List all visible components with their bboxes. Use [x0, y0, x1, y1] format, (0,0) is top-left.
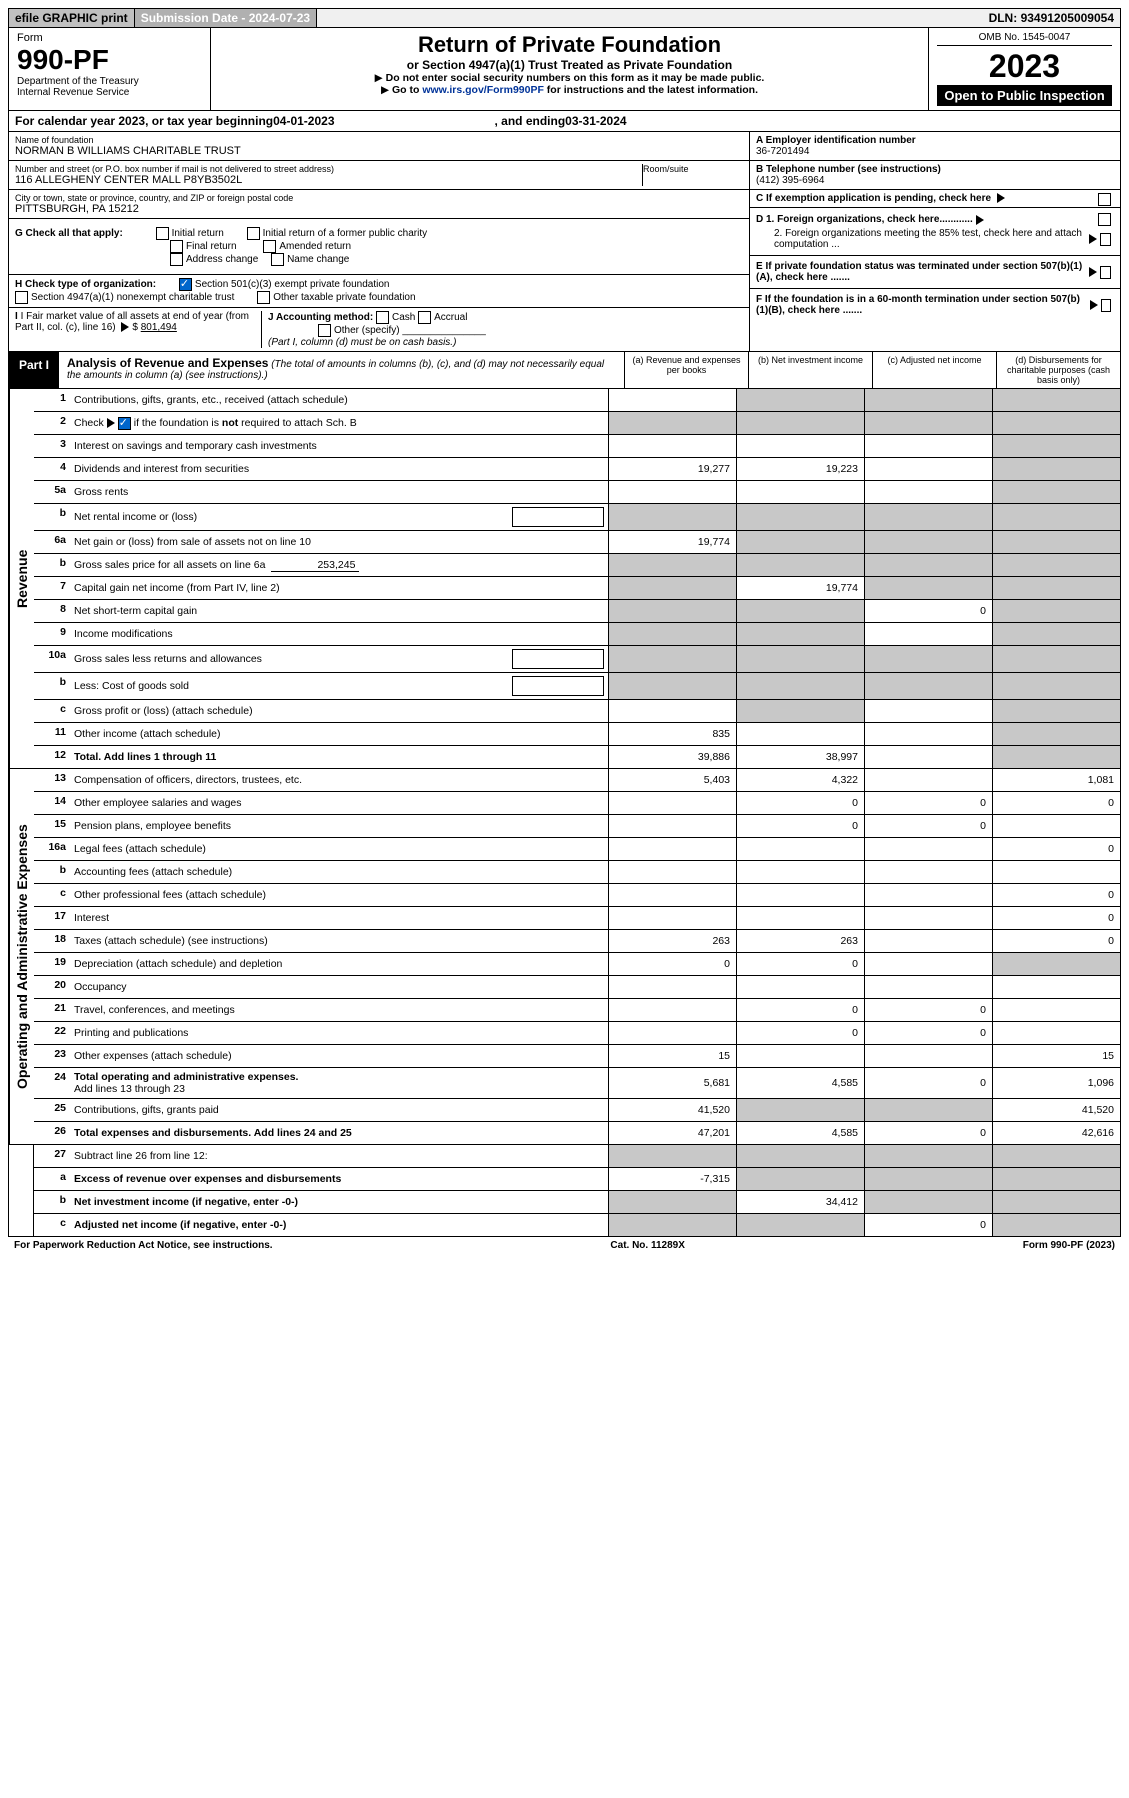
- arrow-icon: [976, 215, 984, 225]
- instructions-link[interactable]: www.irs.gov/Form990PF: [422, 84, 544, 96]
- revenue-table: Revenue 1Contributions, gifts, grants, e…: [8, 389, 1121, 769]
- submission-date: Submission Date - 2024-07-23: [135, 9, 317, 27]
- page-footer: For Paperwork Reduction Act Notice, see …: [8, 1237, 1121, 1254]
- initial-former-checkbox[interactable]: [247, 227, 260, 240]
- inline-box: [512, 676, 604, 696]
- form-subtitle: or Section 4947(a)(1) Trust Treated as P…: [219, 58, 920, 72]
- arrow-icon: [1089, 234, 1097, 244]
- other-taxable-checkbox[interactable]: [257, 291, 270, 304]
- col-c-head: (c) Adjusted net income: [872, 352, 996, 388]
- city-cell: City or town, state or province, country…: [9, 190, 749, 219]
- address-row: Number and street (or P.O. box number if…: [9, 161, 749, 190]
- schb-checkbox[interactable]: [118, 417, 131, 430]
- c-checkbox[interactable]: [1098, 193, 1111, 206]
- d1-checkbox[interactable]: [1098, 213, 1111, 226]
- d2-checkbox[interactable]: [1100, 233, 1111, 246]
- info-grid: Name of foundation NORMAN B WILLIAMS CHA…: [8, 132, 1121, 352]
- d-cell: D 1. Foreign organizations, check here..…: [750, 208, 1120, 256]
- col-b-head: (b) Net investment income: [748, 352, 872, 388]
- footer-mid: Cat. No. 11289X: [610, 1240, 684, 1251]
- tax-year: 2023: [937, 48, 1112, 85]
- omb-no: OMB No. 1545-0047: [937, 32, 1112, 46]
- revenue-side-label: Revenue: [9, 389, 34, 768]
- e-cell: E If private foundation status was termi…: [750, 256, 1120, 289]
- dln: DLN: 93491205009054: [983, 9, 1120, 27]
- arrow-icon: [121, 322, 129, 332]
- header-right: OMB No. 1545-0047 2023 Open to Public In…: [929, 28, 1120, 110]
- final-return-checkbox[interactable]: [170, 240, 183, 253]
- line27-table: 27Subtract line 26 from line 12: aExcess…: [8, 1145, 1121, 1237]
- foundation-name-cell: Name of foundation NORMAN B WILLIAMS CHA…: [9, 132, 749, 161]
- arrow-icon: [1089, 267, 1097, 277]
- part1-header: Part I Analysis of Revenue and Expenses …: [8, 352, 1121, 389]
- other-method-checkbox[interactable]: [318, 324, 331, 337]
- col-d-head: (d) Disbursements for charitable purpose…: [996, 352, 1120, 388]
- name-change-checkbox[interactable]: [271, 253, 284, 266]
- calendar-year-row: For calendar year 2023, or tax year begi…: [8, 111, 1121, 132]
- accrual-checkbox[interactable]: [418, 311, 431, 324]
- inline-box: [512, 649, 604, 669]
- footer-left: For Paperwork Reduction Act Notice, see …: [14, 1240, 273, 1251]
- info-left: Name of foundation NORMAN B WILLIAMS CHA…: [9, 132, 750, 351]
- part-label: Part I: [9, 352, 59, 388]
- info-right: A Employer identification number 36-7201…: [750, 132, 1120, 351]
- form-title: Return of Private Foundation: [219, 32, 920, 58]
- footer-right: Form 990-PF (2023): [1023, 1240, 1115, 1251]
- opex-side-label: Operating and Administrative Expenses: [9, 769, 34, 1144]
- amended-return-checkbox[interactable]: [263, 240, 276, 253]
- initial-return-checkbox[interactable]: [156, 227, 169, 240]
- top-bar: efile GRAPHIC print Submission Date - 20…: [8, 8, 1121, 28]
- arrow-icon: [1090, 300, 1098, 310]
- form-header: Form 990-PF Department of the Treasury I…: [8, 28, 1121, 111]
- inline-box: [512, 507, 604, 527]
- f-cell: F If the foundation is in a 60-month ter…: [750, 289, 1120, 321]
- form-number: 990-PF: [17, 44, 202, 76]
- header-mid: Return of Private Foundation or Section …: [211, 28, 929, 110]
- arrow-icon: [997, 193, 1005, 203]
- c-cell: C If exemption application is pending, c…: [750, 190, 1120, 208]
- part-desc: Analysis of Revenue and Expenses (The to…: [59, 352, 624, 388]
- h-section: H Check type of organization: Section 50…: [9, 275, 749, 308]
- 4947-checkbox[interactable]: [15, 291, 28, 304]
- dept-treasury: Department of the Treasury Internal Reve…: [17, 76, 202, 98]
- efile-label: efile GRAPHIC print: [9, 9, 135, 27]
- ein-cell: A Employer identification number 36-7201…: [750, 132, 1120, 161]
- col-a-head: (a) Revenue and expenses per books: [624, 352, 748, 388]
- cash-checkbox[interactable]: [376, 311, 389, 324]
- g-section: G Check all that apply: Initial return I…: [9, 219, 749, 275]
- address-change-checkbox[interactable]: [170, 253, 183, 266]
- tel-cell: B Telephone number (see instructions) (4…: [750, 161, 1120, 190]
- e-checkbox[interactable]: [1100, 266, 1111, 279]
- header-left: Form 990-PF Department of the Treasury I…: [9, 28, 211, 110]
- opex-table: Operating and Administrative Expenses 13…: [8, 769, 1121, 1145]
- open-public: Open to Public Inspection: [937, 85, 1112, 106]
- f-checkbox[interactable]: [1101, 299, 1111, 312]
- ij-section: I I Fair market value of all assets at e…: [9, 308, 749, 351]
- 501c3-checkbox[interactable]: [179, 278, 192, 291]
- arrow-icon: [107, 418, 115, 428]
